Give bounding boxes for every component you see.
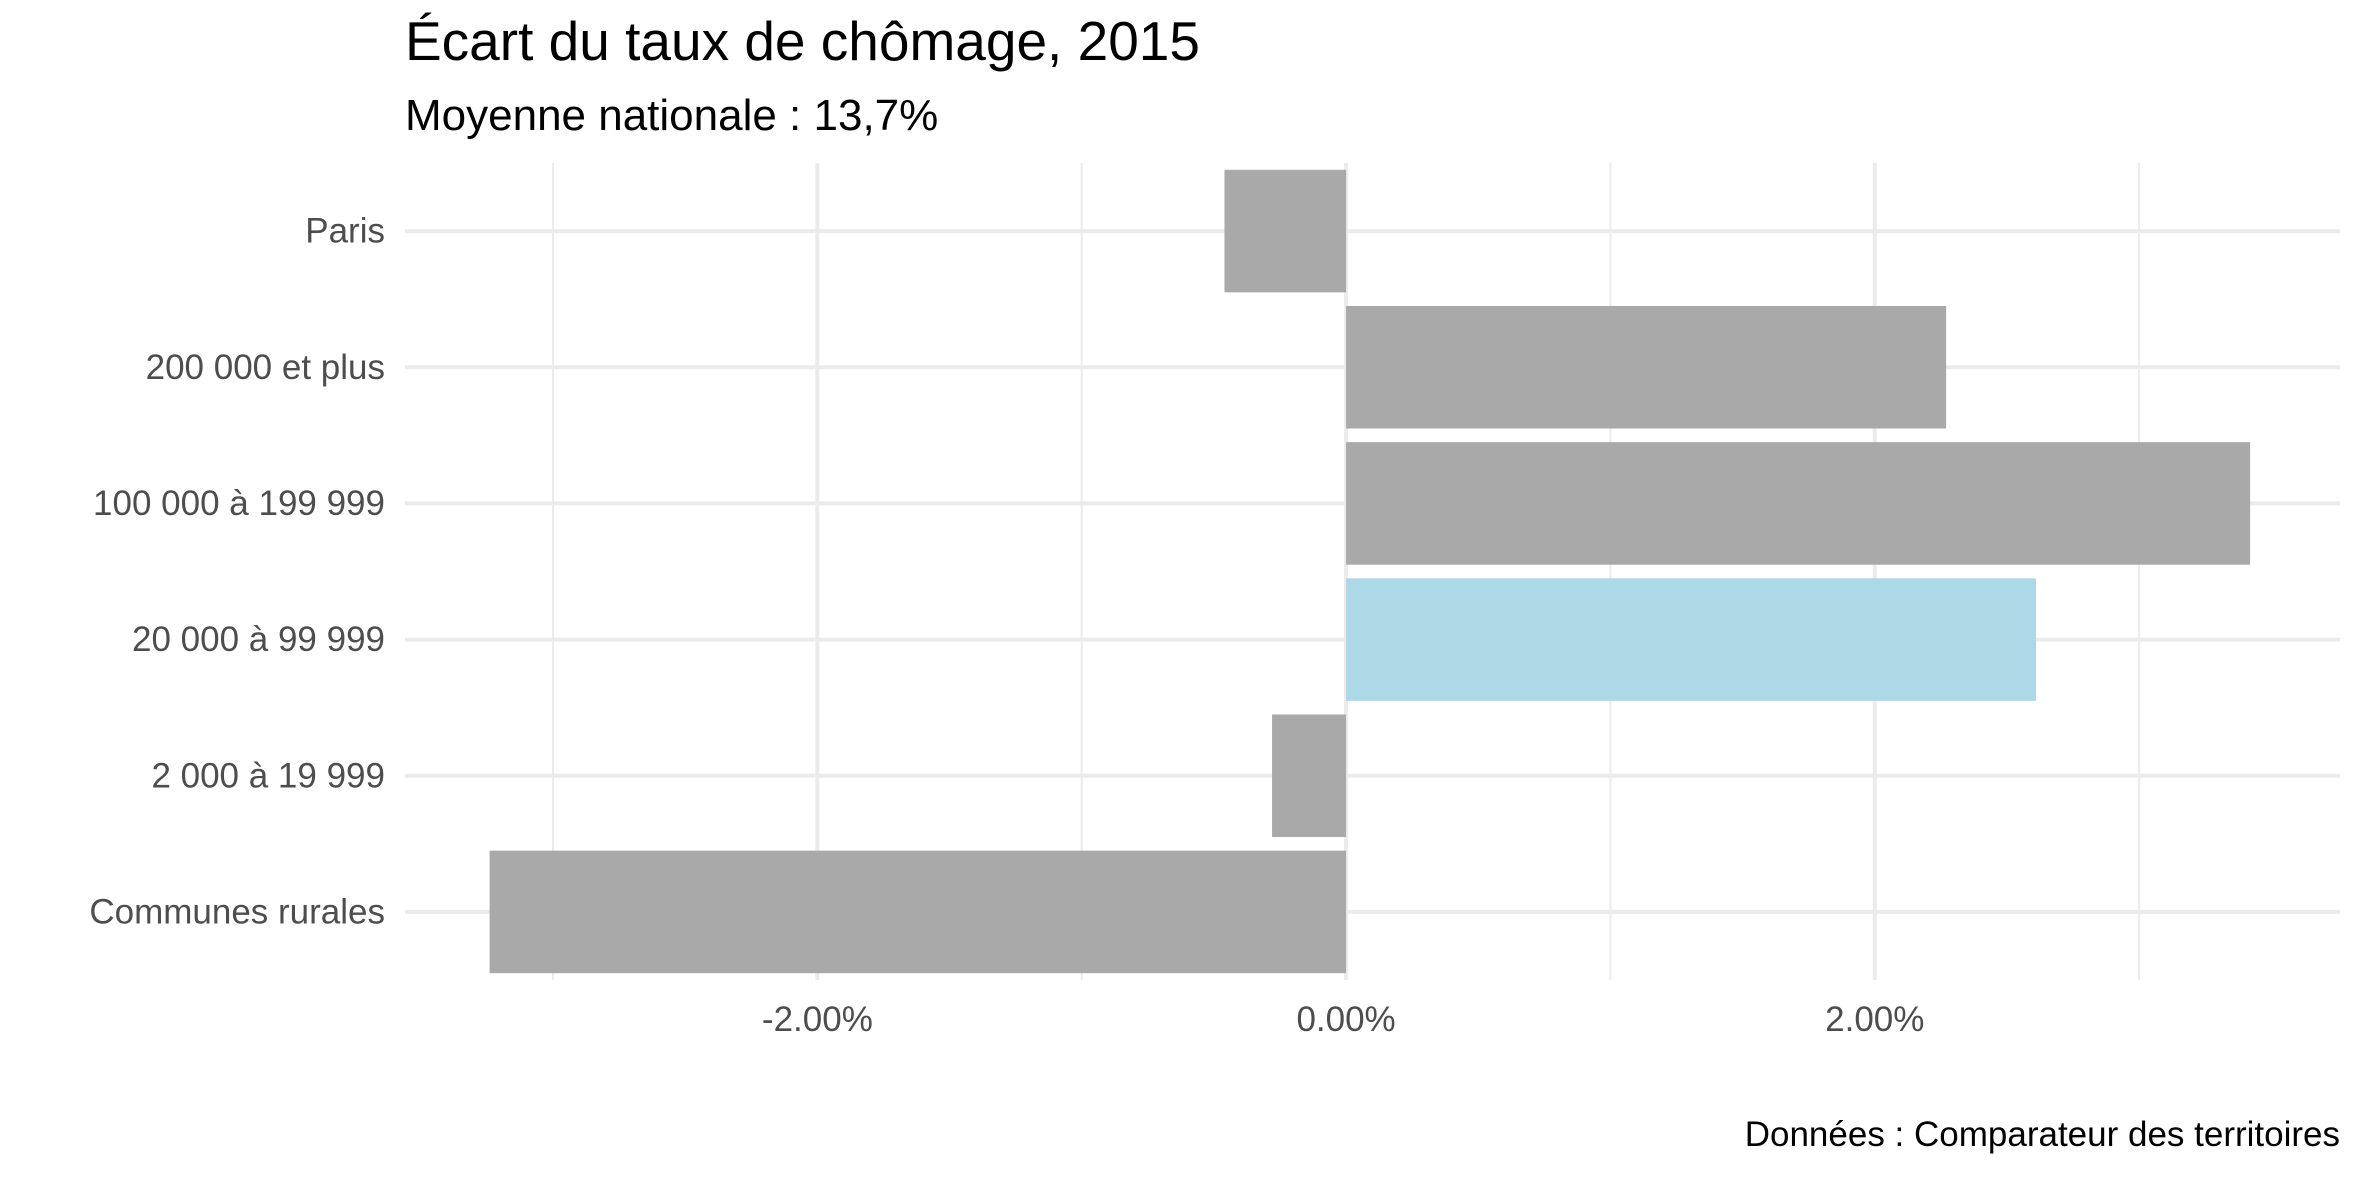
chart-caption: Données : Comparateur des territoires (1745, 1115, 2340, 1154)
x-axis-labels: -2.00% 0.00% 2.00% (762, 1000, 1924, 1039)
bars (489, 169, 2251, 974)
y-axis-label: 2 000 à 19 999 (151, 756, 385, 795)
y-axis-label: Paris (305, 212, 385, 251)
bar (1272, 714, 1347, 838)
bar (1224, 169, 1347, 293)
bar (1346, 305, 1947, 429)
chart-subtitle: Moyenne nationale : 13,7% (405, 91, 938, 140)
y-axis-labels: Paris 200 000 et plus 100 000 à 199 999 20 … (89, 212, 385, 932)
x-axis-label: 2.00% (1825, 1000, 1924, 1039)
chart-title: Écart du taux de chômage, 2015 (405, 10, 1200, 72)
bar (1346, 442, 2251, 565)
x-axis-label: 0.00% (1296, 1000, 1395, 1039)
x-axis-label: -2.00% (762, 1000, 873, 1039)
y-axis-label: 20 000 à 99 999 (132, 620, 385, 659)
bar (489, 850, 1347, 974)
bar-highlighted (1346, 578, 2037, 701)
y-axis-label: 200 000 et plus (146, 348, 385, 387)
y-axis-label: 100 000 à 199 999 (93, 484, 385, 523)
y-axis-label: Communes rurales (89, 892, 385, 931)
